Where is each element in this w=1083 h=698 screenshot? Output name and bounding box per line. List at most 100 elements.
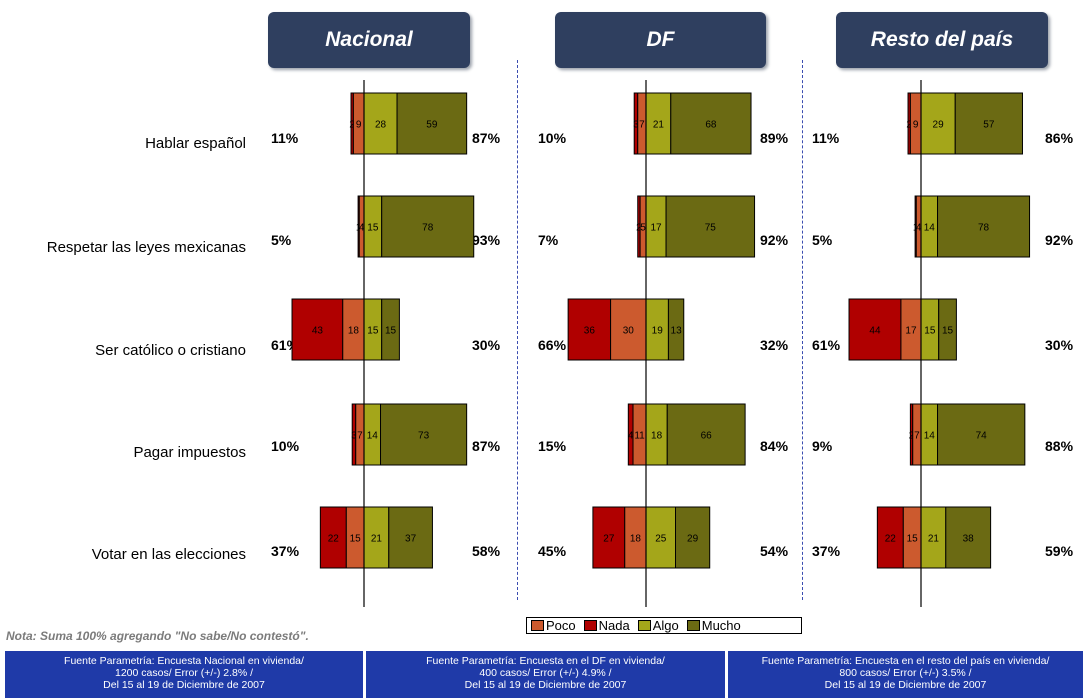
bar-value-nada: 3 xyxy=(351,431,357,442)
bar-value-poco: 30 xyxy=(623,326,635,337)
bar-value-algo: 14 xyxy=(367,431,379,442)
legend-swatch-mucho xyxy=(686,620,700,631)
legend-swatch-nada xyxy=(583,620,597,631)
bar-value-algo: 19 xyxy=(652,326,664,337)
left-pct: 11% xyxy=(271,130,299,146)
source-line: 1200 casos/ Error (+/-) 2.8% / xyxy=(114,667,253,679)
bar-value-algo: 15 xyxy=(924,326,936,337)
right-pct: 58% xyxy=(472,543,501,559)
bar-algo xyxy=(920,506,947,569)
bar-nada xyxy=(876,506,904,569)
bar-value-poco: 15 xyxy=(350,534,362,545)
left-pct: 15% xyxy=(538,438,567,454)
bar-value-poco: 7 xyxy=(357,431,363,442)
bar-value-mucho: 68 xyxy=(705,120,717,131)
bar-value-nada: 2 xyxy=(909,431,915,442)
bar-mucho xyxy=(381,298,400,361)
left-pct: 7% xyxy=(538,232,559,248)
bar-mucho xyxy=(937,403,1026,466)
bar-mucho xyxy=(675,506,711,569)
bar-value-poco: 18 xyxy=(348,326,360,337)
bar-value-mucho: 75 xyxy=(705,223,717,234)
row-label-catolico: Ser católico o cristiano xyxy=(95,342,246,359)
bar-algo xyxy=(645,506,676,569)
bar-value-poco: 4 xyxy=(359,223,365,234)
bar-value-poco: 7 xyxy=(639,120,645,131)
right-pct: 32% xyxy=(760,337,789,353)
bar-value-mucho: 78 xyxy=(422,223,434,234)
row-label-votar: Votar en las elecciones xyxy=(91,546,246,563)
bar-mucho xyxy=(938,298,957,361)
source-line: Del 15 al 19 de Diciembre de 2007 xyxy=(103,679,265,691)
source-line: 400 casos/ Error (+/-) 4.9% / xyxy=(479,667,612,679)
source-box-resto: Fuente Parametría: Encuesta en el resto … xyxy=(728,651,1083,698)
bar-mucho xyxy=(381,195,475,258)
bar-value-nada: 44 xyxy=(869,326,881,337)
left-pct: 11% xyxy=(812,130,840,146)
bar-mucho xyxy=(666,403,746,466)
left-pct: 10% xyxy=(538,130,567,146)
bar-value-mucho: 13 xyxy=(671,326,683,337)
bar-mucho xyxy=(937,195,1031,258)
legend-item-poco: Poco xyxy=(531,618,576,633)
panel-title-nacional: Nacional xyxy=(268,12,470,68)
right-pct: 84% xyxy=(760,438,789,454)
bar-value-algo: 25 xyxy=(655,534,667,545)
right-pct: 30% xyxy=(472,337,501,353)
left-pct: 5% xyxy=(271,232,292,248)
row-label-impuestos: Pagar impuestos xyxy=(133,444,246,461)
bar-mucho xyxy=(945,506,992,569)
bar-value-nada: 2 xyxy=(349,120,355,131)
bar-value-mucho: 15 xyxy=(942,326,954,337)
bar-value-mucho: 74 xyxy=(976,431,988,442)
bar-value-algo: 28 xyxy=(375,120,387,131)
bar-value-nada: 2 xyxy=(636,223,642,234)
left-pct: 37% xyxy=(271,543,300,559)
bar-value-nada: 43 xyxy=(312,326,324,337)
right-pct: 30% xyxy=(1045,337,1074,353)
bar-value-algo: 18 xyxy=(651,431,663,442)
bar-algo xyxy=(363,92,398,155)
bar-value-algo: 21 xyxy=(653,120,665,131)
bar-value-poco: 4 xyxy=(916,223,922,234)
bar-value-algo: 14 xyxy=(924,223,936,234)
bar-value-mucho: 78 xyxy=(978,223,990,234)
source-line: Del 15 al 19 de Diciembre de 2007 xyxy=(824,679,987,691)
bar-value-mucho: 15 xyxy=(385,326,397,337)
row-label-respetar: Respetar las leyes mexicanas xyxy=(46,239,246,256)
source-line: Fuente Parametría: Encuesta en el DF en … xyxy=(426,655,665,667)
bar-value-poco: 9 xyxy=(356,120,362,131)
panel-title-df: DF xyxy=(555,12,766,68)
bar-value-algo: 14 xyxy=(924,431,936,442)
bar-value-nada: 22 xyxy=(328,534,340,545)
bar-value-mucho: 59 xyxy=(426,120,438,131)
right-pct: 92% xyxy=(1045,232,1074,248)
bar-mucho xyxy=(388,506,433,569)
legend-label-nada: Nada xyxy=(598,618,630,633)
left-pct: 45% xyxy=(538,543,567,559)
bar-mucho xyxy=(396,92,468,155)
bar-algo xyxy=(645,92,672,155)
left-pct: 37% xyxy=(812,543,841,559)
bar-value-poco: 11 xyxy=(634,431,645,442)
bar-nada xyxy=(592,506,626,569)
right-pct: 89% xyxy=(760,130,789,146)
row-label-hablar: Hablar español xyxy=(145,135,246,152)
legend-label-algo: Algo xyxy=(652,618,679,633)
bar-value-mucho: 29 xyxy=(687,534,699,545)
bar-mucho xyxy=(670,92,752,155)
bar-value-poco: 5 xyxy=(640,223,646,234)
right-pct: 54% xyxy=(760,543,789,559)
bar-value-algo: 21 xyxy=(371,534,383,545)
bar-value-poco: 7 xyxy=(914,431,920,442)
source-line: Fuente Parametría: Encuesta en el resto … xyxy=(761,655,1050,667)
legend-item-nada: Nada xyxy=(583,618,630,633)
panel-divider-2 xyxy=(802,60,803,600)
source-line: Del 15 al 19 de Diciembre de 2007 xyxy=(464,679,627,691)
right-pct: 87% xyxy=(472,438,501,454)
bar-value-poco: 18 xyxy=(630,534,642,545)
bar-nada xyxy=(291,298,344,361)
bar-value-nada: 4 xyxy=(628,431,634,442)
footnote: Nota: Suma 100% agregando "No sabe/No co… xyxy=(6,629,309,643)
bar-value-nada: 22 xyxy=(885,534,897,545)
